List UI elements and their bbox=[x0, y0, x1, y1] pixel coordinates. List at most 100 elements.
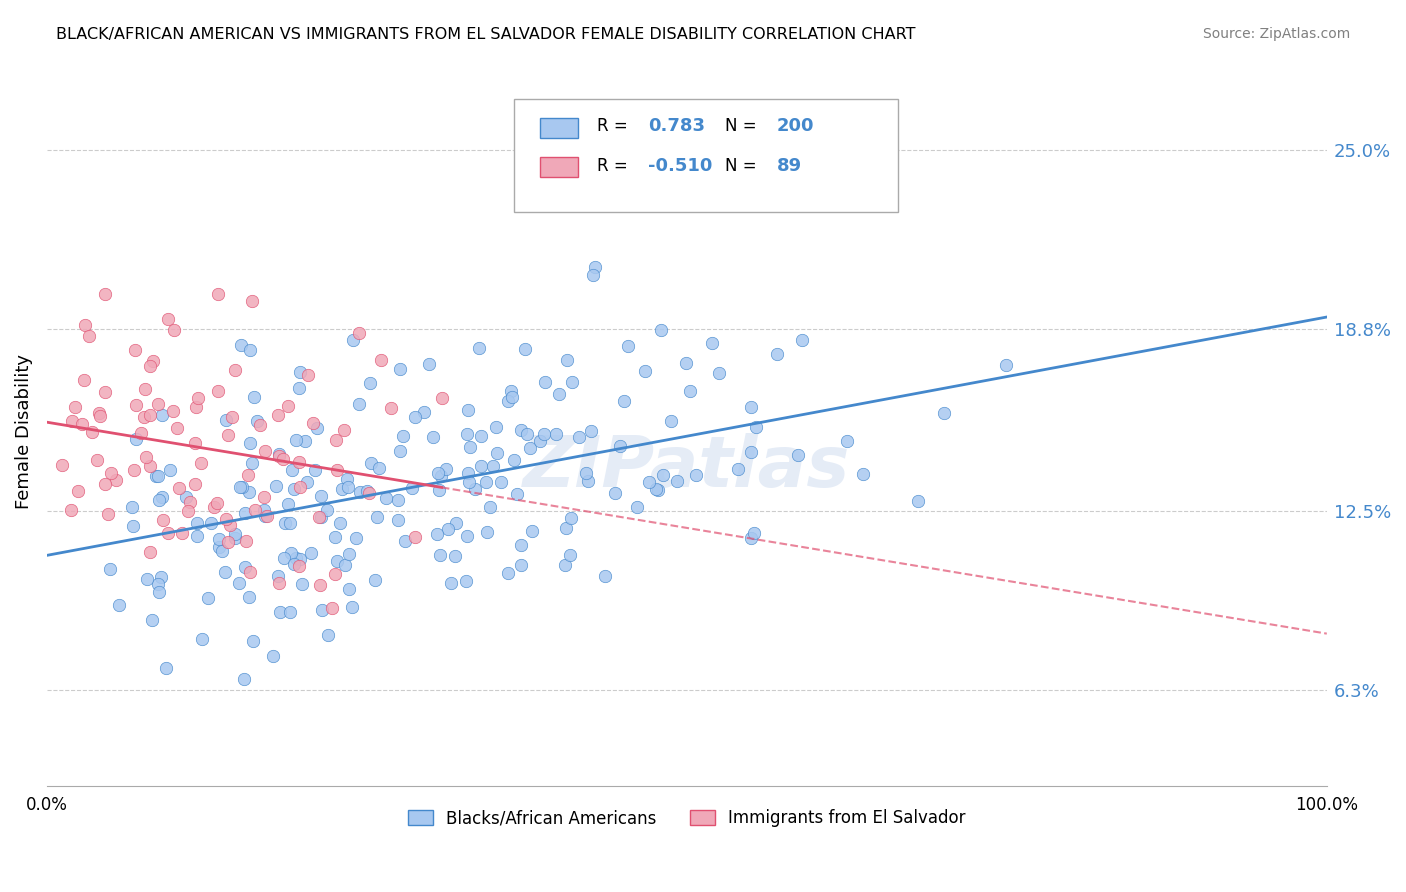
Point bbox=[444, 516, 467, 530]
Point bbox=[267, 569, 290, 583]
Point bbox=[519, 442, 541, 456]
Point bbox=[86, 453, 108, 467]
Point bbox=[150, 490, 173, 504]
Point bbox=[205, 496, 228, 510]
Point bbox=[790, 333, 813, 347]
Point bbox=[434, 461, 457, 475]
Point bbox=[387, 513, 409, 527]
Text: R =: R = bbox=[598, 157, 628, 175]
Point bbox=[70, 417, 93, 431]
Point bbox=[576, 475, 599, 489]
Text: N =: N = bbox=[725, 157, 756, 175]
Point bbox=[470, 429, 492, 443]
Point bbox=[256, 508, 278, 523]
Point bbox=[135, 450, 157, 464]
Point bbox=[125, 398, 148, 412]
Point bbox=[510, 538, 533, 552]
Point bbox=[547, 386, 569, 401]
Point bbox=[219, 518, 242, 533]
Point bbox=[138, 545, 160, 559]
Point bbox=[207, 533, 229, 547]
Point bbox=[215, 512, 238, 526]
Point bbox=[337, 547, 360, 561]
Point bbox=[179, 495, 201, 509]
Point bbox=[211, 544, 233, 558]
Point bbox=[155, 661, 177, 675]
Point bbox=[243, 390, 266, 404]
Point bbox=[274, 516, 297, 530]
Point bbox=[269, 576, 291, 591]
Point bbox=[240, 293, 263, 308]
Point bbox=[288, 381, 311, 395]
FancyBboxPatch shape bbox=[540, 118, 578, 137]
Point bbox=[907, 494, 929, 508]
Point bbox=[609, 440, 631, 454]
Point bbox=[146, 576, 169, 591]
Point bbox=[560, 511, 582, 525]
Point bbox=[613, 393, 636, 408]
Point bbox=[280, 546, 302, 560]
Point bbox=[501, 390, 523, 404]
Point bbox=[464, 482, 486, 496]
Point bbox=[337, 480, 360, 494]
Point bbox=[510, 558, 533, 572]
Point bbox=[281, 463, 304, 477]
Point bbox=[162, 404, 184, 418]
Point bbox=[458, 441, 481, 455]
Point bbox=[311, 489, 333, 503]
Point bbox=[150, 570, 173, 584]
Point bbox=[502, 453, 524, 467]
Point bbox=[301, 416, 323, 430]
Point bbox=[80, 425, 103, 439]
Point bbox=[264, 479, 287, 493]
Point bbox=[468, 341, 491, 355]
Text: Source: ZipAtlas.com: Source: ZipAtlas.com bbox=[1202, 27, 1350, 41]
Point bbox=[207, 287, 229, 301]
Point bbox=[366, 510, 388, 524]
Point bbox=[122, 519, 145, 533]
Point bbox=[429, 549, 451, 563]
Point bbox=[121, 500, 143, 514]
Point bbox=[404, 410, 426, 425]
Point bbox=[427, 483, 450, 498]
Point bbox=[246, 414, 269, 428]
Point bbox=[437, 522, 460, 536]
Point bbox=[269, 605, 291, 619]
Point bbox=[645, 483, 668, 497]
Point bbox=[439, 576, 461, 591]
Point bbox=[516, 426, 538, 441]
Text: 0.783: 0.783 bbox=[648, 117, 706, 135]
Point bbox=[534, 375, 557, 389]
Point bbox=[316, 628, 339, 642]
Point bbox=[323, 530, 346, 544]
Point bbox=[740, 531, 762, 545]
Point bbox=[335, 558, 357, 572]
Text: R =: R = bbox=[598, 117, 628, 135]
Point bbox=[994, 358, 1017, 372]
Point bbox=[852, 467, 875, 481]
Point bbox=[287, 558, 309, 573]
Point bbox=[557, 353, 579, 368]
Point bbox=[228, 575, 250, 590]
Point bbox=[605, 486, 627, 500]
Point bbox=[214, 565, 236, 579]
Point bbox=[700, 336, 723, 351]
Point bbox=[124, 343, 146, 357]
Point bbox=[299, 546, 322, 560]
Point bbox=[520, 524, 543, 538]
Point bbox=[457, 466, 479, 480]
Point bbox=[276, 399, 298, 413]
Point bbox=[347, 326, 370, 340]
Point bbox=[285, 433, 308, 447]
Point bbox=[652, 468, 675, 483]
Point bbox=[554, 558, 576, 573]
Point bbox=[308, 509, 330, 524]
Point bbox=[150, 408, 173, 422]
Point bbox=[323, 566, 346, 581]
Point bbox=[634, 364, 657, 378]
Point bbox=[359, 376, 381, 390]
Point bbox=[98, 562, 121, 576]
Point bbox=[316, 503, 339, 517]
Text: 89: 89 bbox=[776, 157, 801, 175]
Point bbox=[932, 406, 955, 420]
